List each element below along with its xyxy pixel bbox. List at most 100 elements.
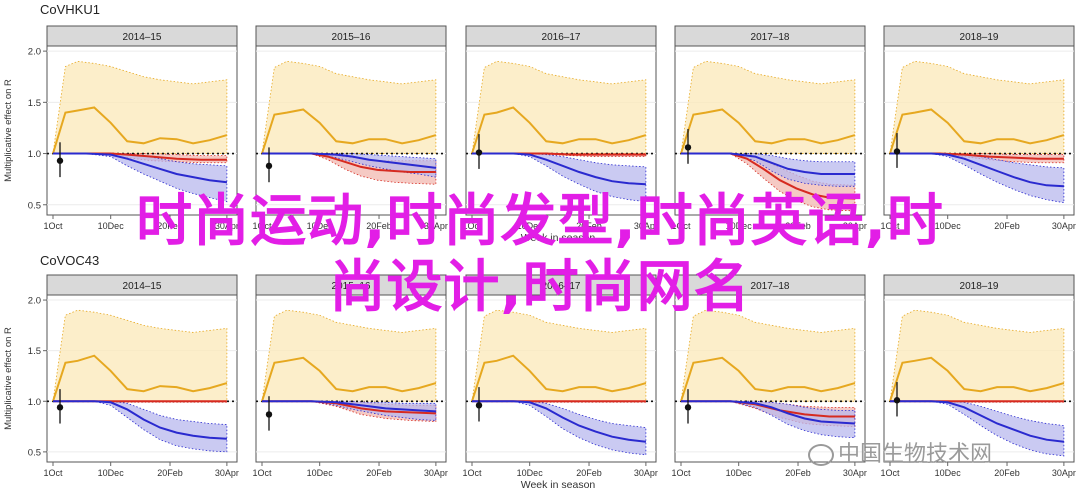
start-point — [265, 162, 273, 170]
x-tick-label: 1Oct — [43, 221, 63, 231]
ci-band-2 — [53, 400, 228, 453]
ci-band-2 — [890, 400, 1065, 457]
overlay-text-line2: 尚设计,时尚网名 — [329, 255, 751, 320]
x-tick-label: 20Feb — [576, 468, 602, 478]
ci-band-2 — [472, 153, 647, 203]
series-line-0 — [261, 108, 437, 154]
panel-2017–18: 2017–18 1Oct 10Dec 20Feb 30Apr — [671, 274, 867, 478]
panel-2015–16: 2015–16 1Oct 10Dec 20Feb 30Apr — [252, 274, 448, 478]
series-line-0 — [889, 108, 1065, 154]
ci-band-0 — [261, 309, 437, 402]
panel-label: 2018–19 — [960, 32, 999, 43]
x-tick-label: 10Dec — [98, 221, 125, 231]
x-tick-label: 1Oct — [252, 468, 272, 478]
x-tick-label: 10Dec — [307, 468, 334, 478]
x-tick-label: 10Dec — [517, 221, 544, 231]
panel-2018–19: 2018–19 1Oct 10Dec 20Feb 30Apr — [880, 25, 1076, 231]
series-line-2 — [53, 400, 227, 440]
y-tick-label: 2.0 — [28, 47, 41, 58]
ci-band-0 — [889, 309, 1065, 402]
x-tick-label: 1Oct — [462, 221, 482, 231]
series-line-0 — [52, 106, 228, 154]
y-tick-label: 1.0 — [28, 397, 41, 408]
x-tick-label: 10Dec — [726, 468, 753, 478]
ci-band-2 — [890, 153, 1065, 204]
x-tick-label: 20Feb — [994, 221, 1020, 231]
ci-band-0 — [52, 309, 228, 402]
panel-2016–17: 2016–17 1Oct 10Dec 20Feb 30Apr — [462, 274, 658, 478]
x-tick-label: 30Apr — [634, 468, 658, 478]
x-tick-label: 20Feb — [576, 221, 602, 231]
y-tick-label: 0.5 — [28, 447, 41, 458]
x-tick-label: 20Feb — [785, 468, 811, 478]
ci-band-1 — [681, 153, 856, 212]
x-tick-label: 1Oct — [462, 468, 482, 478]
y-axis-label: Multiplicative effect on R — [3, 327, 14, 430]
x-tick-label: 20Feb — [157, 468, 183, 478]
start-point — [893, 397, 901, 404]
series-line-2 — [262, 152, 437, 169]
x-tick-label: 30Apr — [424, 468, 448, 478]
x-tick-label: 30Apr — [843, 468, 867, 478]
panel-label: 2014–15 — [123, 281, 162, 292]
ci-band-0 — [471, 309, 647, 402]
x-tick-label: 10Dec — [98, 468, 125, 478]
panel-label: 2015–16 — [332, 281, 371, 292]
start-point — [684, 404, 692, 411]
x-tick-label: 20Feb — [366, 221, 392, 231]
series-line-0 — [680, 356, 856, 402]
panel-label: 2015–16 — [332, 32, 371, 43]
chart-title: CoVOC43 — [40, 253, 99, 268]
series-line-0 — [52, 354, 228, 402]
start-point — [475, 402, 483, 409]
y-tick-label: 0.5 — [28, 200, 41, 211]
x-tick-label: 30Apr — [215, 468, 239, 478]
watermark: 中国生物技术网 — [808, 436, 992, 468]
series-line-0 — [889, 356, 1065, 402]
y-tick-label: 2.0 — [28, 296, 41, 307]
x-axis-label: Week in season — [521, 479, 596, 491]
start-point — [684, 144, 692, 151]
x-tick-label: 30Apr — [843, 221, 867, 231]
x-tick-label: 10Dec — [307, 221, 334, 231]
panel-label: 2014–15 — [123, 32, 162, 43]
x-tick-label: 20Feb — [366, 468, 392, 478]
x-tick-label: 20Feb — [157, 221, 183, 231]
series-line-2 — [53, 152, 228, 184]
start-point — [56, 404, 64, 411]
chart-1: CoVOC43 Multiplicative effect on R 0.5 1.0 1… — [3, 253, 1076, 491]
x-tick-label: 1Oct — [880, 468, 900, 478]
x-tick-label: 10Dec — [935, 221, 962, 231]
series-line-2 — [890, 400, 1065, 443]
panel-2014–15: 2014–15 1Oct 10Dec 20Feb 30Apr — [43, 274, 239, 478]
panel-label: 2016–17 — [542, 32, 581, 43]
x-tick-label: 20Feb — [994, 468, 1020, 478]
x-tick-label: 1Oct — [671, 468, 691, 478]
x-tick-label: 30Apr — [215, 221, 239, 231]
x-axis-label: Week in season — [521, 232, 596, 244]
start-point — [265, 411, 273, 418]
series-line-2 — [472, 400, 647, 443]
panel-label: 2016–17 — [542, 281, 581, 292]
x-tick-label: 1Oct — [43, 468, 63, 478]
x-tick-label: 30Apr — [424, 221, 448, 231]
x-tick-label: 1Oct — [880, 221, 900, 231]
series-line-0 — [471, 106, 647, 154]
panel-label: 2017–18 — [751, 32, 790, 43]
panel-2018–19: 2018–19 1Oct 10Dec 20Feb 30Apr — [880, 274, 1076, 478]
series-line-0 — [680, 108, 856, 154]
series-line-0 — [261, 356, 437, 402]
panel-2014–15: 2014–15 1Oct 10Dec 20Feb 30Apr — [43, 25, 239, 231]
start-point — [893, 148, 901, 155]
series-line-2 — [890, 152, 1064, 188]
chart-0: CoVHKU1 Multiplicative effect on R 0.5 1.0 1… — [3, 2, 1076, 244]
panel-label: 2018–19 — [960, 281, 999, 292]
y-tick-label: 1.0 — [28, 149, 41, 160]
series-line-2 — [472, 152, 646, 186]
chart-title: CoVHKU1 — [40, 2, 100, 17]
x-tick-label: 1Oct — [252, 221, 272, 231]
x-tick-label: 30Apr — [1052, 468, 1076, 478]
x-tick-label: 1Oct — [671, 221, 691, 231]
x-tick-label: 10Dec — [935, 468, 962, 478]
